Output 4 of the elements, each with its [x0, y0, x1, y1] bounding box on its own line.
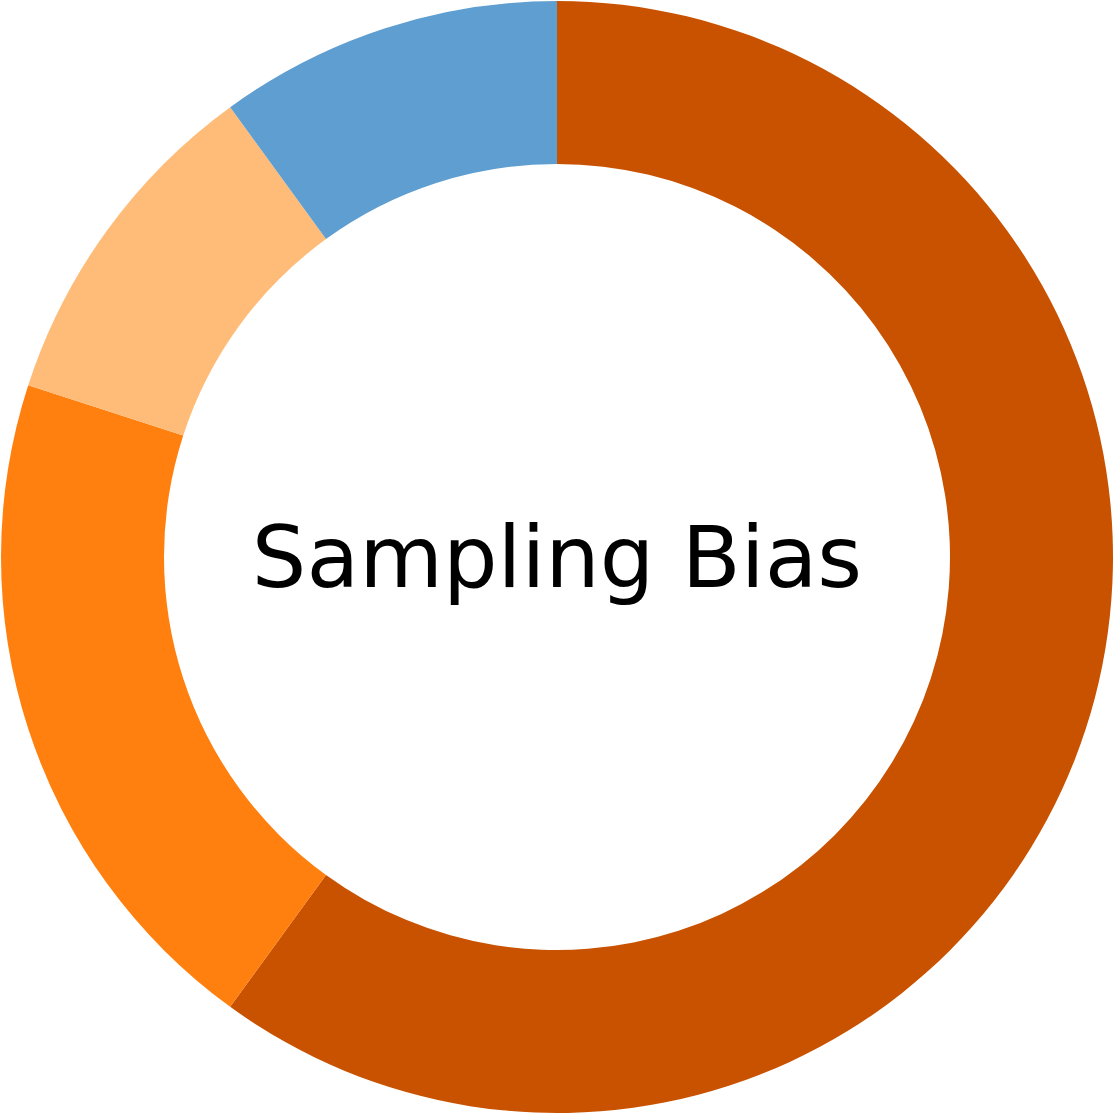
donut-slice	[28, 107, 326, 436]
donut-slice	[230, 1, 1113, 1113]
donut-slice	[230, 1, 557, 240]
text: Sampling Bias	[251, 507, 863, 608]
